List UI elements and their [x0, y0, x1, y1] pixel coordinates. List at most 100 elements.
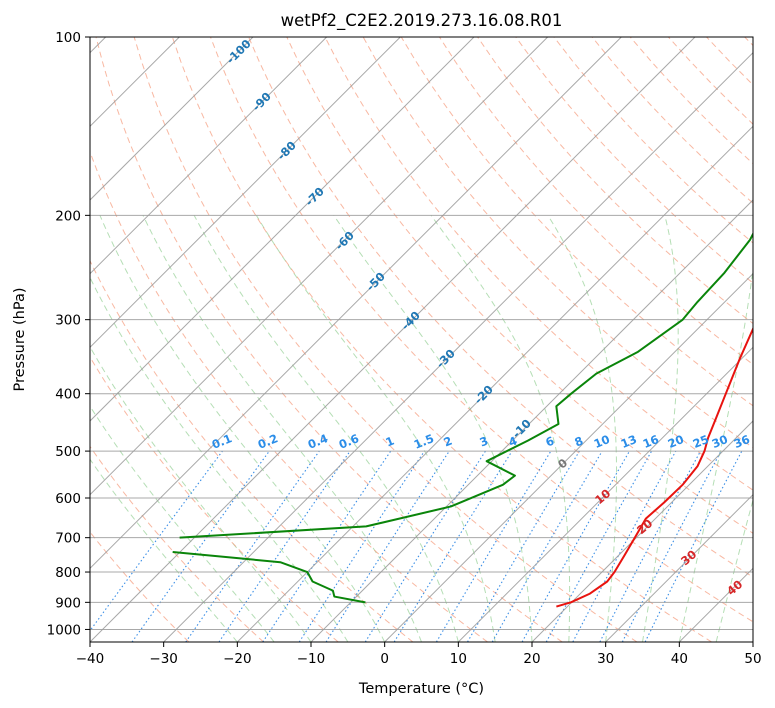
mixing-ratio-label: 16: [641, 432, 661, 451]
mixing-ratio-label: 10: [592, 432, 612, 451]
dry-adiabat: [286, 37, 753, 534]
moist-adiabat-label: 30: [678, 547, 699, 568]
x-tick-label: −10: [297, 651, 326, 667]
y-tick-label: 1000: [47, 622, 81, 638]
mixing-ratio-label: 25: [691, 432, 711, 451]
mixing-ratio-line: [364, 450, 486, 642]
isotherm-10: [457, 346, 753, 642]
x-tick-label: 40: [671, 651, 688, 667]
mixing-ratio-line: [572, 450, 677, 642]
x-tick-label: −30: [149, 651, 178, 667]
mixing-ratio-lines: [90, 450, 743, 642]
dry-adiabat: [553, 37, 753, 244]
isotherm--90: [90, 37, 328, 275]
dry-adiabat: [248, 37, 753, 578]
temperature-profile: [556, 326, 753, 608]
isotherm-label: -20: [471, 382, 496, 407]
y-tick-label: 500: [55, 444, 81, 460]
moist-adiabat: [642, 215, 679, 642]
mixing-ratio-label: 1: [383, 434, 396, 450]
isotherm--10: [310, 199, 753, 642]
mixing-ratio-line: [185, 450, 320, 642]
moist-adiabat: [90, 345, 312, 642]
moist-adiabat: [193, 215, 459, 642]
mixing-ratio-label: 0.2: [256, 431, 280, 452]
isotherm-50: [752, 641, 753, 642]
mixing-ratio-line: [644, 450, 743, 642]
dry-adiabat: [90, 356, 339, 642]
mixing-ratio-line: [325, 450, 450, 642]
moist-adiabat: [90, 458, 238, 642]
isotherm--100: [90, 37, 254, 201]
isotherm-label: -50: [363, 269, 388, 294]
isotherm--40: [90, 37, 696, 642]
isotherm--60: [90, 37, 549, 496]
x-tick-label: 50: [744, 651, 761, 667]
isotherm--70: [90, 37, 475, 422]
x-axis-ticks: −40 −30 −20 −10 0 10 20 30 40 50: [76, 642, 762, 667]
dry-adiabat: [90, 445, 264, 642]
mixing-ratio-label: 20: [666, 432, 686, 451]
moist-adiabat-label: 40: [724, 577, 745, 598]
x-tick-label: −20: [223, 651, 252, 667]
dry-adiabat: [706, 37, 753, 86]
mixing-ratio-line: [393, 450, 513, 642]
mixing-ratio-label: 1.5: [412, 431, 436, 452]
moist-adiabat: [547, 215, 618, 642]
mixing-ratio-line: [218, 450, 351, 642]
x-tick-label: 30: [597, 651, 614, 667]
y-tick-label: 200: [55, 208, 81, 224]
mixing-ratio-line: [435, 450, 552, 642]
mixing-ratio-line: [298, 450, 425, 642]
y-axis-title: Pressure (hPa): [12, 287, 28, 391]
isotherm--50: [90, 37, 622, 570]
isotherm-0: [384, 272, 753, 642]
mixing-ratio-label: 13: [619, 432, 639, 451]
dewpoint-profile: [172, 550, 366, 604]
moist-adiabat: [99, 215, 386, 642]
dry-adiabat: [95, 37, 563, 642]
dry-adiabat: [324, 37, 753, 491]
dewpoint-profile: [179, 231, 753, 539]
x-tick-label: 20: [523, 651, 540, 667]
mixing-ratio-label: 8: [572, 434, 585, 450]
plot-frame: [89, 36, 754, 643]
line-labels: -100-90-80-70-60-50-40-30-20-100.1 0.2 0.4…: [210, 37, 752, 598]
dry-adiabat: [90, 531, 190, 642]
isotherm--30: [163, 51, 753, 642]
x-tick-label: −40: [76, 651, 105, 667]
sounding-profiles: [172, 231, 753, 608]
mixing-ratio-label: 36: [732, 432, 752, 451]
mixing-ratio-line: [131, 450, 270, 642]
y-tick-label: 900: [55, 595, 81, 611]
y-tick-label: 800: [55, 565, 81, 581]
y-tick-label: 400: [55, 387, 81, 403]
mixing-ratio-line: [262, 450, 392, 642]
isotherm-lines: [90, 37, 753, 642]
isotherm--80: [90, 37, 401, 349]
mixing-ratio-label: 30: [710, 432, 730, 451]
x-tick-label: 10: [450, 651, 467, 667]
mixing-ratio-label: 2: [441, 434, 454, 450]
dry-adiabat: [515, 37, 753, 284]
mixing-ratio-label: 0.1: [210, 431, 234, 452]
mixing-ratio-label: 3: [477, 434, 490, 450]
dry-adiabat: [210, 37, 753, 623]
dry-adiabat: [90, 259, 414, 642]
dry-adiabats: [90, 37, 753, 642]
isotherm-label: -30: [433, 346, 458, 371]
mixing-ratio-line: [545, 450, 653, 642]
moist-adiabat: [142, 215, 422, 642]
moist-adiabat: [430, 215, 571, 642]
dry-adiabat: [90, 150, 488, 642]
y-axis-ticks: 100 200 300 400 500 600 700 800 900 1000: [47, 30, 90, 638]
chart-title: wetPf2_C2E2.2019.273.16.08.R01: [281, 11, 563, 31]
mixing-ratio-line: [467, 450, 580, 642]
y-tick-label: 100: [55, 30, 81, 46]
y-tick-label: 700: [55, 531, 81, 547]
moist-adiabat: [333, 215, 533, 642]
dry-adiabat: [133, 37, 638, 642]
x-tick-label: 0: [380, 651, 389, 667]
isotherm-30: [605, 493, 753, 642]
